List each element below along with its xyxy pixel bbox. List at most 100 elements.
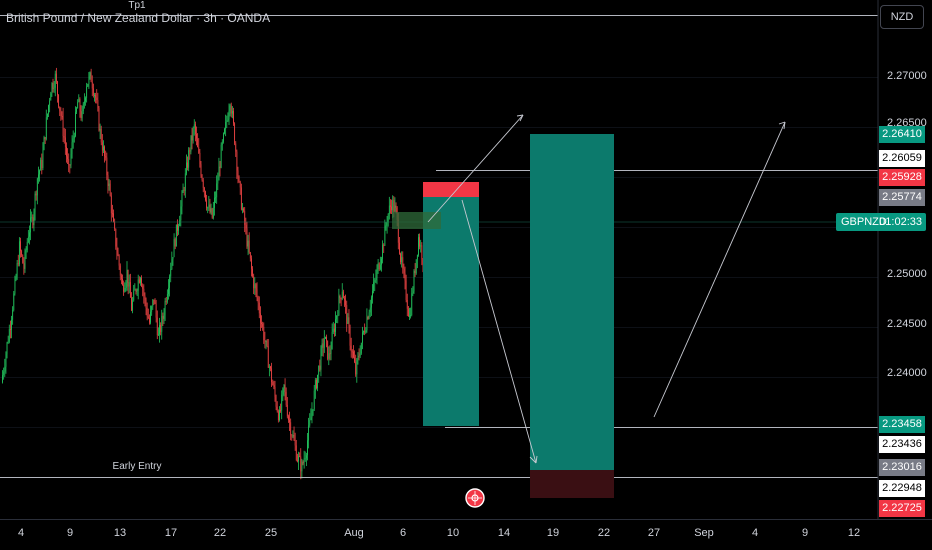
candle-body (375, 278, 377, 281)
candle-body (76, 108, 77, 113)
candle-body (267, 346, 269, 368)
arrow-head (778, 121, 786, 125)
candle-body (98, 107, 100, 131)
candle-body (69, 164, 71, 166)
candle-body (198, 147, 200, 153)
candle-body (97, 100, 99, 108)
candle-body (387, 214, 389, 223)
candle-body (373, 282, 375, 292)
candle-body (228, 110, 230, 119)
candle-body (184, 173, 186, 191)
candle-body (301, 462, 303, 472)
candle-body (156, 317, 158, 336)
candle-body (359, 353, 361, 356)
candle-body (152, 299, 154, 307)
candle-body (223, 133, 224, 142)
candle-body (257, 297, 259, 303)
long-stop-zone (530, 470, 614, 498)
candle-body (206, 200, 207, 208)
candle-body (265, 340, 267, 342)
candle-body (73, 135, 75, 139)
candle-body (414, 270, 416, 274)
price-badge-white: 2.26059 (879, 150, 925, 167)
candle-body (183, 189, 185, 191)
candle-body (264, 340, 266, 342)
candle-body (117, 252, 119, 256)
candle-body (51, 83, 53, 94)
candle-body (412, 291, 414, 294)
candle-body (282, 388, 284, 395)
time-tick: 4 (17, 527, 25, 539)
candle-body (274, 386, 276, 397)
candle-body (314, 380, 316, 391)
candle-body (258, 302, 260, 314)
candle-body (172, 257, 174, 260)
tradingview-badge-icon[interactable] (465, 488, 485, 508)
candle-body (337, 315, 339, 317)
candle-body (383, 244, 385, 246)
candle-body (77, 102, 79, 109)
time-tick: 9 (801, 527, 809, 539)
candle-body (304, 458, 306, 460)
candle-body (416, 254, 418, 260)
time-tick: 13 (113, 527, 127, 539)
candle-body (175, 224, 177, 247)
candle-body (141, 278, 142, 287)
candle-body (256, 289, 258, 298)
candle-body (128, 282, 130, 287)
candle-body (382, 244, 384, 259)
candle-body (286, 404, 288, 417)
candle-body (330, 348, 332, 354)
candle-body (103, 146, 104, 151)
candle-body (350, 345, 352, 352)
candle-body (190, 135, 192, 152)
candle-body (326, 336, 327, 341)
candle-body (332, 328, 334, 333)
candle-body (309, 420, 311, 426)
candle-body (239, 181, 241, 188)
candle-body (411, 293, 413, 316)
candle-body (316, 380, 317, 389)
currency-button[interactable]: NZD (880, 5, 924, 29)
candle-body (299, 456, 301, 458)
candle-body (177, 224, 178, 231)
candle-body (336, 315, 338, 320)
candle-body (178, 226, 179, 231)
price-badge-stop: 2.25928 (879, 169, 925, 186)
candle-body (390, 205, 391, 207)
candle-body (419, 237, 420, 247)
time-tick: 22 (597, 527, 611, 539)
candle-body (87, 83, 89, 87)
candle-body (230, 105, 232, 114)
candle-body (211, 208, 213, 218)
candle-body (216, 183, 218, 198)
drawings[interactable] (0, 15, 878, 499)
candle-body (54, 73, 56, 88)
candle-body (60, 110, 62, 116)
candle-body (365, 330, 367, 333)
candle-body (166, 294, 168, 302)
candle-body (137, 279, 139, 291)
candle-body (140, 278, 141, 283)
candle-body (170, 269, 172, 277)
time-tick: 9 (66, 527, 74, 539)
candle-body (353, 351, 354, 358)
projection-arrow (427, 114, 524, 223)
candle-body (107, 175, 109, 187)
candle-body (253, 276, 255, 289)
candle-body (145, 299, 147, 309)
candle-body (285, 392, 287, 405)
candle-body (84, 101, 85, 104)
candle-body (229, 105, 231, 111)
candle-body (338, 295, 340, 316)
candle-body (298, 456, 299, 462)
candle-body (110, 195, 112, 214)
candle-body (109, 183, 111, 196)
time-tick: 4 (751, 527, 759, 539)
candle-body (420, 245, 422, 247)
candle-body (79, 98, 81, 112)
candle-body (197, 138, 199, 148)
candle-body (231, 111, 233, 114)
